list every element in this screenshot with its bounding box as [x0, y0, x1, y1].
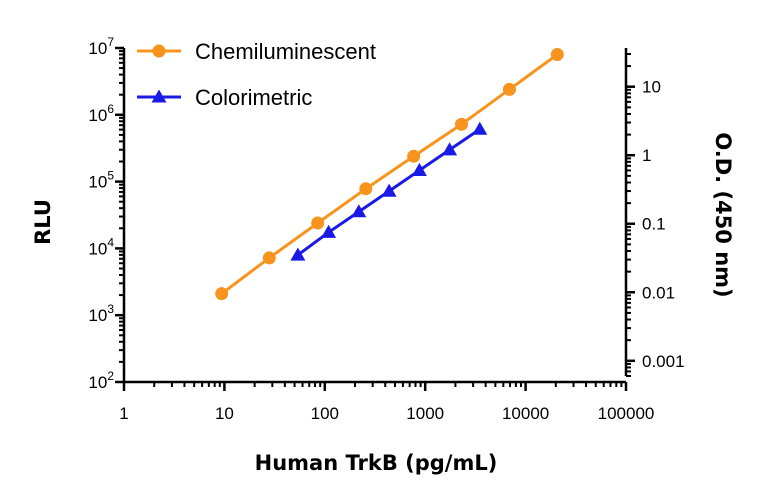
x-tick-label: 10 — [215, 404, 234, 423]
data-point-chemiluminescent — [407, 149, 421, 163]
legend-item-chemiluminescent: Chemiluminescent — [137, 39, 376, 64]
left-y-axis-title: RLU — [31, 199, 55, 245]
data-point-chemiluminescent — [455, 117, 469, 131]
axes-group — [115, 46, 635, 391]
data-point-chemiluminescent — [359, 182, 373, 196]
right-y-tick-label: 1 — [642, 146, 651, 165]
series-line-chemiluminescent — [220, 53, 559, 295]
x-tick-label: 10000 — [502, 404, 549, 423]
data-point-chemiluminescent — [262, 251, 276, 265]
series-colorimetric — [290, 121, 488, 261]
data-point-chemiluminescent — [311, 216, 325, 230]
left-y-tick-label: 104 — [88, 235, 114, 258]
left-y-tick-label: 106 — [88, 102, 114, 125]
x-tick-label: 100000 — [598, 404, 655, 423]
right-y-axis-title: O.D. (450 nm) — [711, 132, 735, 297]
legend-label-colorimetric: Colorimetric — [195, 85, 312, 110]
right-y-tick-label: 0.01 — [642, 283, 675, 302]
series-chemiluminescent — [215, 47, 564, 301]
data-point-chemiluminescent — [215, 287, 229, 301]
data-point-colorimetric — [472, 121, 488, 135]
data-point-colorimetric — [442, 142, 458, 156]
x-tick-label: 1000 — [406, 404, 444, 423]
legend-label-chemiluminescent: Chemiluminescent — [195, 39, 376, 64]
data-point-chemiluminescent — [502, 82, 516, 96]
legend-marker-colorimetric — [151, 89, 167, 103]
left-y-tick-labels: 102 103 104 105 106 107 — [88, 35, 114, 392]
legend-item-colorimetric: Colorimetric — [137, 85, 312, 110]
legend: Chemiluminescent Colorimetric — [137, 39, 376, 110]
left-y-tick-label: 105 — [88, 169, 114, 192]
x-tick-labels: 1 10 100 1000 10000 100000 — [119, 404, 654, 423]
x-axis-title: Human TrkB (pg/mL) — [255, 451, 498, 475]
data-point-colorimetric — [351, 204, 367, 218]
right-y-tick-label: 0.001 — [642, 352, 685, 371]
data-point-chemiluminescent — [550, 47, 564, 61]
legend-marker-chemiluminescent — [152, 44, 166, 58]
x-tick-label: 1 — [119, 404, 128, 423]
right-y-tick-label: 0.1 — [642, 215, 666, 234]
series-layer — [215, 47, 564, 301]
left-y-tick-label: 107 — [88, 35, 114, 58]
data-point-colorimetric — [290, 247, 306, 261]
data-point-colorimetric — [411, 162, 427, 176]
data-point-colorimetric — [381, 183, 397, 197]
x-tick-label: 100 — [311, 404, 339, 423]
left-y-tick-label: 102 — [88, 369, 114, 392]
right-y-tick-labels: 0.001 0.01 0.1 1 10 — [642, 78, 685, 371]
right-y-tick-label: 10 — [642, 78, 661, 97]
left-y-tick-label: 103 — [88, 302, 114, 325]
data-point-colorimetric — [321, 224, 337, 238]
